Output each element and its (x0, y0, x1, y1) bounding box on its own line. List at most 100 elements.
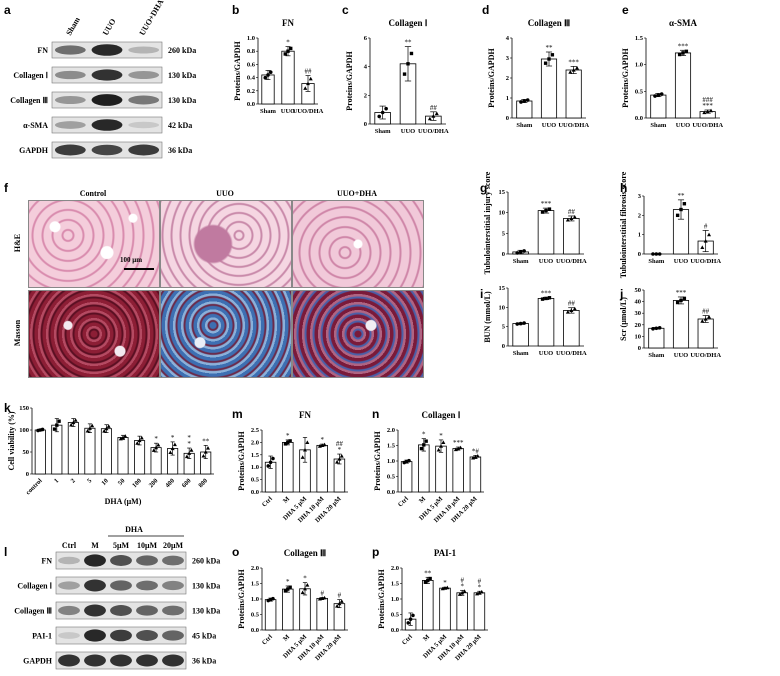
data-point (406, 621, 411, 625)
data-point (700, 319, 705, 323)
data-point (571, 68, 576, 72)
y-tick-label: 1.0 (635, 62, 643, 69)
data-point (263, 75, 268, 80)
x-tick-label: Sham (648, 258, 664, 265)
bar (537, 298, 555, 347)
blot-band (84, 604, 106, 617)
data-point (300, 455, 305, 459)
blot-lane-label: UUO+DHA (138, 0, 166, 37)
blot-kda-label: 260 kDa (192, 557, 220, 566)
blot-lane-label: Sham (64, 15, 82, 37)
data-point (303, 447, 307, 452)
y-axis-label: Proteins/GAPDH (345, 51, 354, 111)
data-point (572, 306, 577, 311)
western-blot-l: Ctrl M 5μM 10μM 20μM FN 260 kDa Collagen Ⅰ 130 k… (14, 525, 220, 670)
significance-mark: ## (702, 308, 710, 316)
chart-title: α-SMA (669, 18, 698, 28)
significance-mark: # (460, 576, 464, 584)
bar (418, 444, 430, 493)
data-point (271, 456, 275, 461)
significance-mark: *** (676, 289, 687, 297)
data-point (434, 111, 439, 116)
blot-lane-label: 10μM (137, 541, 158, 550)
y-tick-label: 0.5 (251, 477, 260, 484)
scale-bar-label: 100 μm (120, 256, 143, 264)
blot-protein-label: PAI-1 (32, 632, 52, 641)
blot-band (128, 71, 160, 79)
significance-mark: ## (305, 68, 313, 76)
data-point (424, 439, 428, 443)
data-point (654, 326, 659, 331)
significance-mark: * (286, 578, 290, 586)
blot-lane-label: UUO (101, 17, 118, 37)
blot-band (136, 654, 158, 667)
data-point (550, 53, 555, 57)
data-point (471, 455, 476, 460)
data-point (339, 599, 344, 603)
data-point (568, 70, 573, 74)
data-point (57, 419, 61, 423)
data-point (522, 99, 527, 103)
data-point (85, 428, 90, 433)
data-point (675, 300, 680, 305)
data-point (288, 439, 292, 443)
data-point (203, 450, 208, 454)
blot-band (58, 605, 80, 616)
bar (84, 427, 96, 475)
data-point (406, 62, 410, 66)
blot-protein-label: FN (41, 557, 52, 566)
bar (316, 444, 328, 493)
data-point (407, 458, 411, 463)
panel-letter-j: j (619, 287, 623, 301)
data-point (682, 202, 687, 206)
histology-column-label: UUO (216, 189, 234, 198)
data-point (73, 418, 78, 422)
x-tick-label: 800 (197, 477, 209, 489)
significance-mark: # (338, 592, 342, 600)
data-point (266, 464, 271, 468)
data-point (303, 86, 308, 90)
x-tick-label: UUO/DHA (556, 350, 587, 357)
data-point (515, 322, 520, 326)
data-point (139, 435, 144, 440)
significance-mark: *** (702, 102, 713, 110)
blot-band (110, 580, 132, 591)
data-point (380, 110, 385, 115)
data-point (205, 446, 210, 450)
x-tick-label: UUO/DHA (690, 258, 721, 265)
y-tick-label: 0.5 (635, 88, 644, 95)
y-tick-label: 10 (635, 333, 642, 340)
y-tick-label: 10 (499, 304, 506, 311)
data-point (102, 429, 107, 433)
y-axis-label: Proteins/GAPDH (233, 41, 242, 101)
y-tick-label: 5 (502, 324, 506, 331)
data-point (703, 239, 708, 243)
panel-letter-e: e (622, 3, 629, 17)
blot-band (84, 579, 106, 592)
data-point (289, 46, 293, 51)
data-point (422, 443, 426, 447)
blot-kda-label: 36 kDa (168, 146, 192, 155)
bar (422, 580, 434, 631)
y-tick-label: 1.5 (251, 581, 260, 588)
y-axis-label: Scr (μmol/L) (619, 297, 628, 341)
data-point (55, 423, 59, 427)
bar (672, 300, 690, 349)
significance-mark: ## (336, 440, 344, 448)
x-tick-label: 2 (70, 477, 77, 484)
panel-letter-g: g (480, 181, 487, 195)
panel-letter-b: b (232, 3, 239, 17)
data-point (702, 110, 707, 115)
x-tick-label: Sham (513, 258, 529, 265)
data-point (569, 308, 574, 313)
data-point (653, 94, 657, 98)
blot-lane-label: 20μM (163, 541, 184, 550)
data-point (337, 601, 342, 606)
data-point (286, 440, 290, 445)
bar (648, 327, 665, 349)
y-tick-label: 15 (499, 285, 506, 292)
data-point (657, 252, 662, 256)
y-tick-label: 150 (19, 405, 29, 412)
data-point (651, 326, 655, 331)
